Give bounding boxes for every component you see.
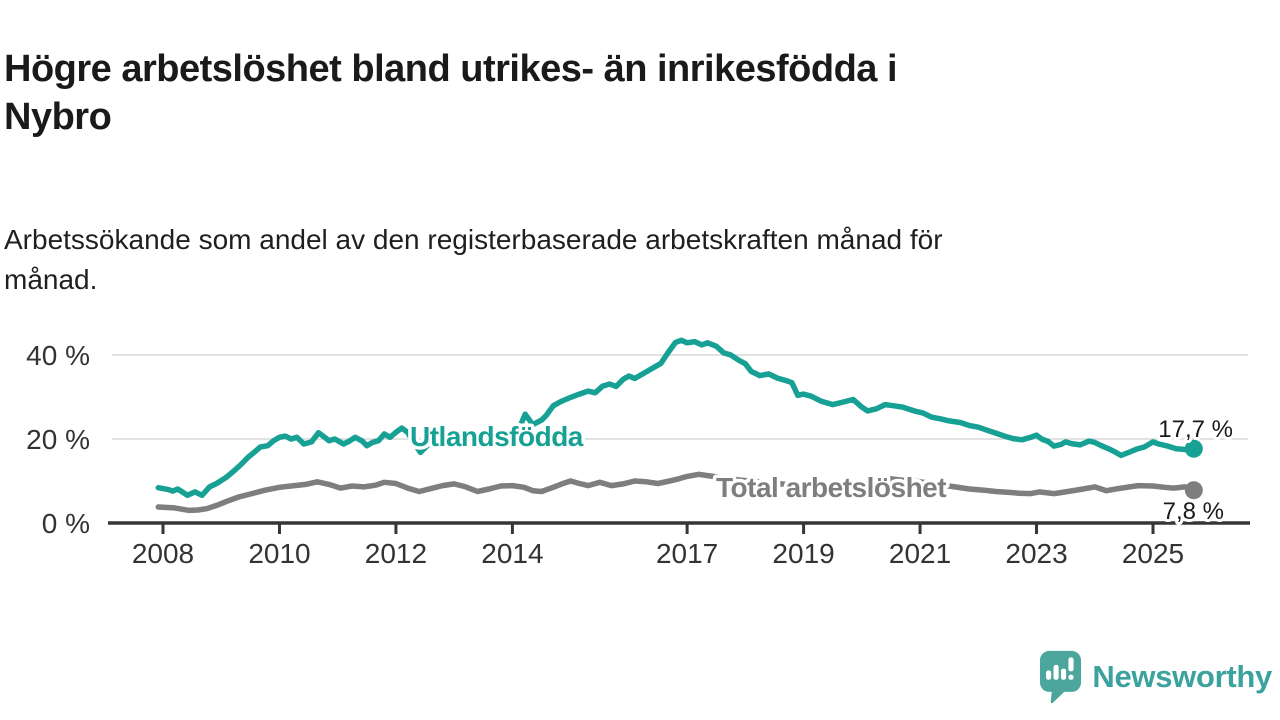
- x-tick-label: 2010: [248, 538, 310, 569]
- x-tick-label: 2017: [656, 538, 718, 569]
- newsworthy-wordmark: Newsworthy: [1092, 659, 1272, 694]
- foreign-born-line: [155, 337, 1197, 499]
- mini-bar-chart-glyph: [1046, 657, 1074, 680]
- total-series-label: Total arbetslöshet: [716, 472, 946, 503]
- y-tick-label: 40 %: [26, 340, 90, 371]
- y-tick-label: 0 %: [42, 508, 90, 539]
- x-tick-label: 2008: [132, 538, 194, 569]
- total-end-value: 7,8 %: [1163, 498, 1224, 525]
- x-tick-label: 2023: [1005, 538, 1067, 569]
- subtitle-line-1: Arbetssökande som andel av den registerb…: [4, 224, 943, 255]
- newsworthy-logo[interactable]: Newsworthy: [1038, 649, 1272, 705]
- page-subtitle: Arbetssökande som andel av den registerb…: [4, 220, 1204, 300]
- foreign-born-end-dot: [1184, 439, 1203, 458]
- x-axis-ticks: 2008 2010 2012 2014 2017 2019 2021 2023 2025: [132, 523, 1184, 569]
- x-tick-label: 2019: [772, 538, 834, 569]
- y-tick-label: 20 %: [26, 424, 90, 455]
- y-gridlines: [112, 354, 1248, 440]
- title-line-2: Nybro: [4, 96, 112, 139]
- x-tick-label: 2014: [481, 538, 543, 569]
- x-tick-label: 2021: [889, 538, 951, 569]
- total-unemployment-line: [155, 471, 1197, 514]
- x-tick-label: 2012: [365, 538, 427, 569]
- foreign-born-series-label: Utlandsfödda: [410, 421, 584, 452]
- newsworthy-bubble-chart-icon: [1040, 650, 1082, 704]
- page-title: Högre arbetslöshet bland utrikes- än inr…: [4, 45, 1184, 141]
- foreign-born-end-value: 17,7 %: [1158, 416, 1233, 443]
- subtitle-line-2: månad.: [4, 264, 98, 295]
- total-end-dot: [1184, 481, 1203, 500]
- y-axis-labels: 0 % 20 % 40 %: [26, 340, 90, 539]
- x-tick-label: 2025: [1122, 538, 1184, 569]
- title-line-1: Högre arbetslöshet bland utrikes- än inr…: [4, 48, 898, 91]
